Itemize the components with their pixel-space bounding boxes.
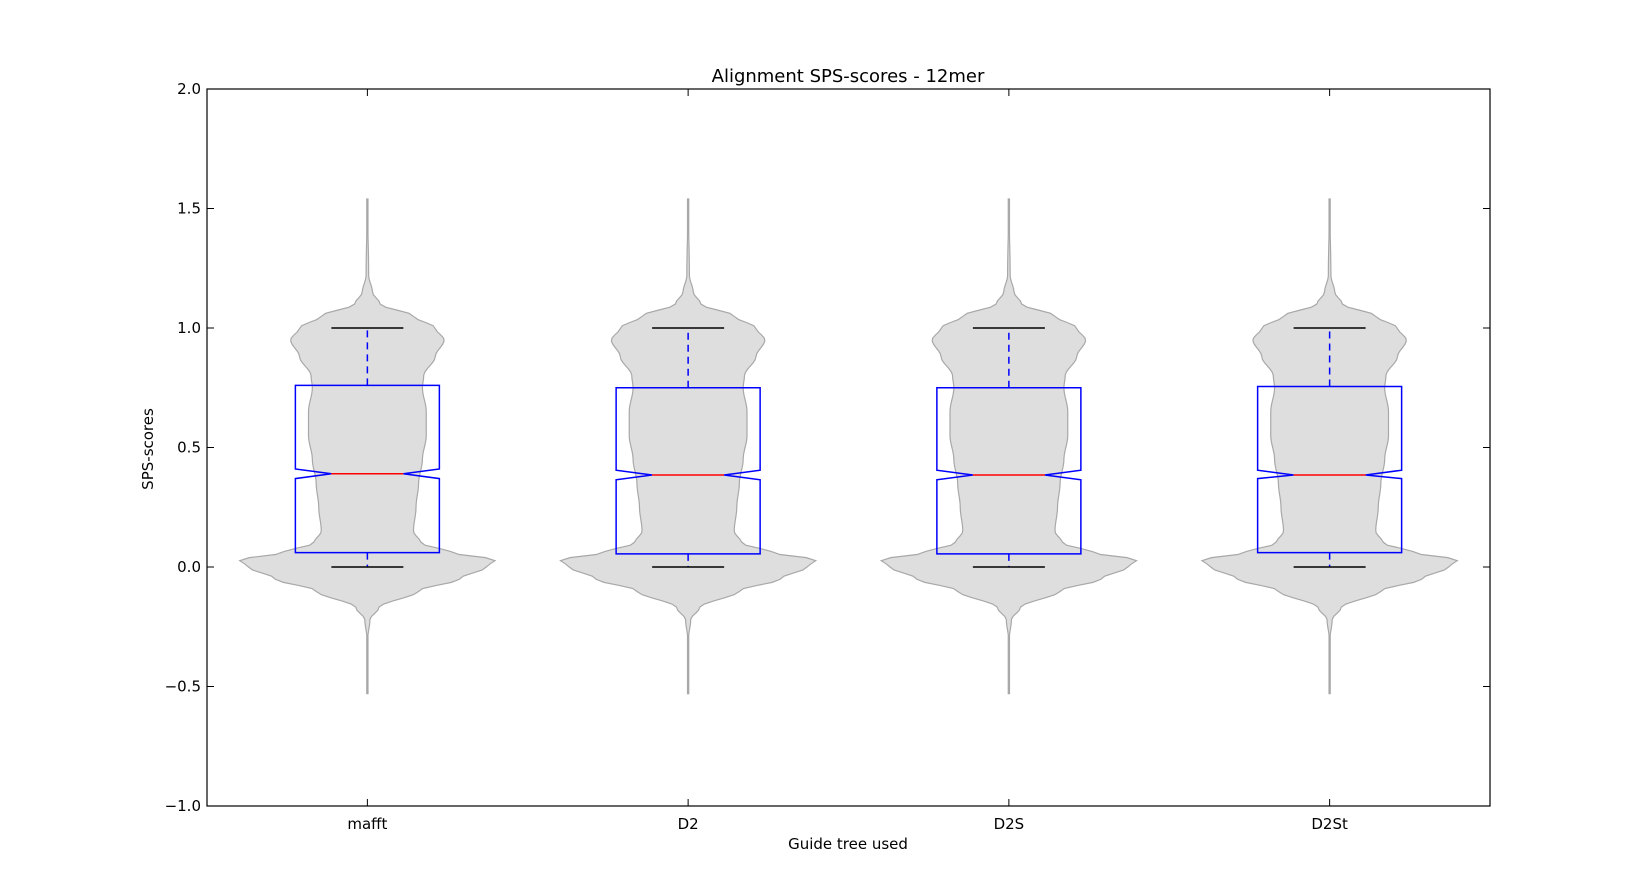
x-tick-label: D2St [1311, 815, 1348, 833]
x-tick-label: D2S [994, 815, 1025, 833]
boxes-layer [294, 327, 1403, 568]
y-tick-label: −0.5 [165, 678, 201, 696]
violins-layer [238, 198, 1459, 695]
x-axis-label: Guide tree used [788, 835, 908, 853]
x-tick-label: D2 [678, 815, 699, 833]
notched-box-D2S [936, 387, 1082, 555]
y-tick-label: 2.0 [177, 80, 201, 98]
violin-D2St [1200, 198, 1459, 695]
y-tick-label: 0.5 [177, 439, 201, 457]
x-tick-label: mafft [347, 815, 387, 833]
ticks-layer: −1.0 −0.5 0.0 0.5 1.0 1.5 2.0 mafft D2 D2S D2St [165, 80, 1490, 833]
violin-D2S [879, 198, 1138, 695]
y-tick-label: 1.5 [177, 200, 201, 218]
notched-box-D2 [615, 387, 761, 555]
violin-D2 [559, 198, 818, 695]
violin-mafft [238, 198, 497, 695]
y-tick-label: 0.0 [177, 558, 201, 576]
y-tick-label: −1.0 [165, 797, 201, 815]
notched-box-mafft [294, 384, 441, 554]
notched-box-D2St [1256, 385, 1403, 554]
y-tick-label: 1.0 [177, 319, 201, 337]
chart-title: Alignment SPS-scores - 12mer [712, 66, 985, 87]
y-axis-label: SPS-scores [139, 408, 157, 490]
